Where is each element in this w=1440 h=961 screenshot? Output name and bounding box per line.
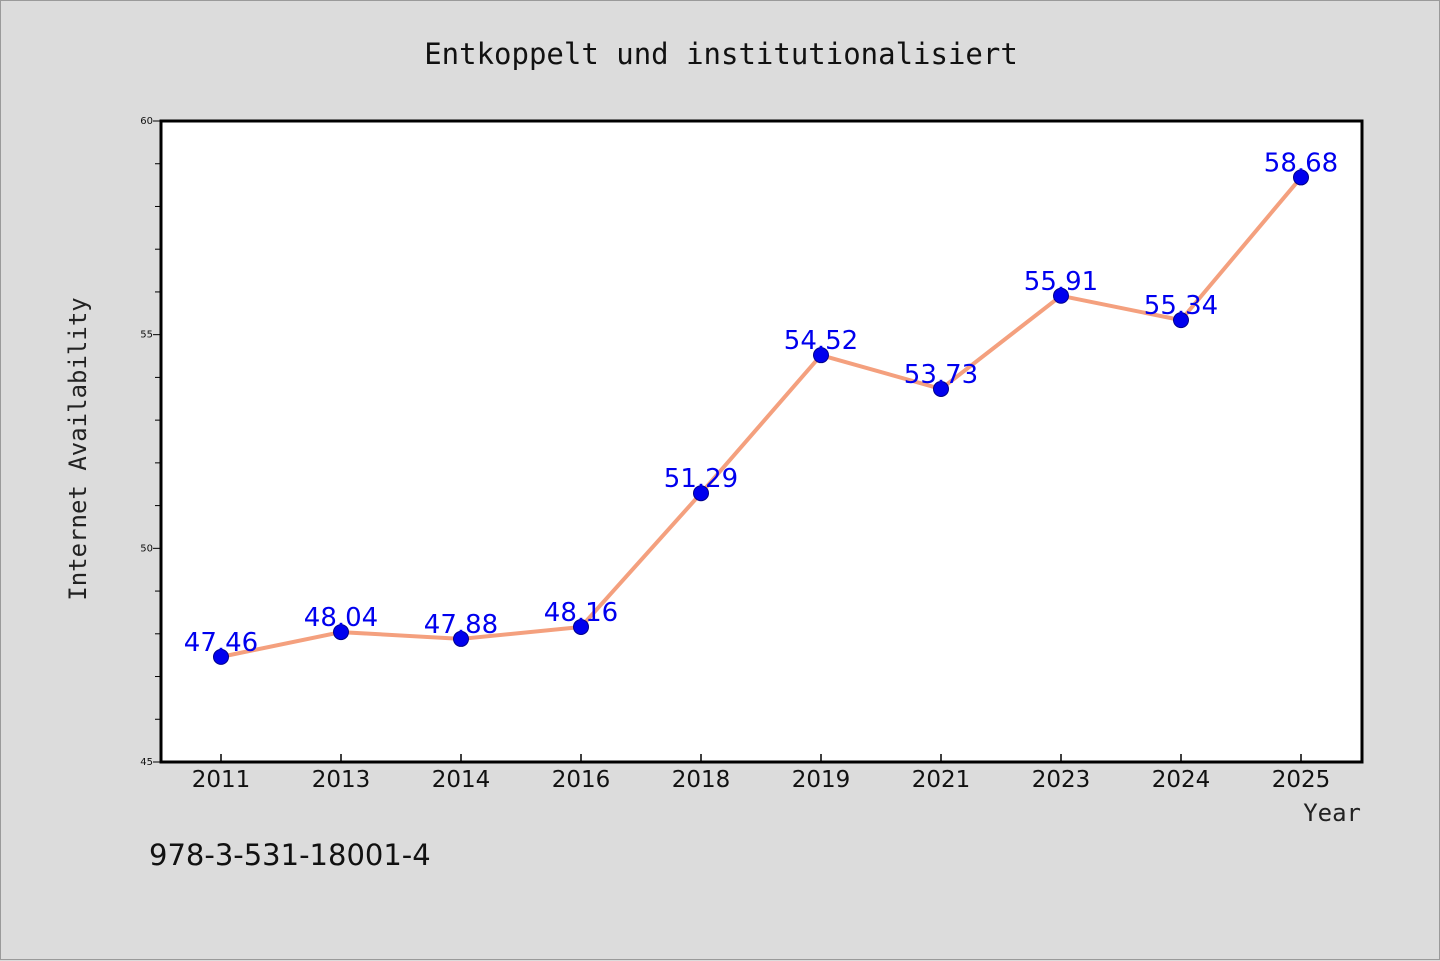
data-point xyxy=(213,648,229,665)
x-axis-label: Year xyxy=(1303,799,1361,827)
x-tick-label: 2011 xyxy=(192,767,251,793)
data-point xyxy=(1293,169,1309,186)
x-tick-label: 2016 xyxy=(552,767,611,793)
y-tick-label: 45 xyxy=(140,757,153,768)
data-labels-group: 47.46 48.04 47.88 48.16 51.29 54.52 53.73 55.91… xyxy=(184,148,1338,657)
data-label: 55.91 xyxy=(1024,267,1098,297)
data-point xyxy=(1053,287,1069,304)
data-point xyxy=(1173,312,1189,329)
chart-title: Entkoppelt und institutionalisiert xyxy=(424,37,1018,71)
x-tick-label: 2024 xyxy=(1152,767,1211,793)
data-point xyxy=(693,485,709,502)
data-label: 47.46 xyxy=(184,628,258,658)
series-group xyxy=(213,169,1309,665)
x-tick-label: 2013 xyxy=(312,767,371,793)
data-label: 54.52 xyxy=(784,326,858,356)
data-label: 48.16 xyxy=(544,598,618,628)
x-tick-label: 2018 xyxy=(672,767,731,793)
series-line xyxy=(219,175,1303,659)
data-point xyxy=(573,618,589,635)
y-tick-label: 55 xyxy=(140,330,153,341)
y-axis: 45 50 55 60 xyxy=(140,116,161,768)
x-axis: 2011 2013 2014 2016 2018 2019 2021 2023 2024 2025 xyxy=(192,754,1331,793)
y-tick-label: 60 xyxy=(140,116,153,127)
x-tick-label: 2021 xyxy=(912,767,971,793)
data-point xyxy=(453,630,469,647)
data-label: 53.73 xyxy=(904,360,978,390)
data-label: 47.88 xyxy=(424,610,498,640)
data-point xyxy=(933,380,949,397)
x-tick-label: 2019 xyxy=(792,767,851,793)
data-label: 51.29 xyxy=(664,464,738,494)
data-label: 55.34 xyxy=(1144,291,1218,321)
x-tick-label: 2023 xyxy=(1032,767,1091,793)
y-axis-label: Internet Availability xyxy=(64,297,92,600)
data-label: 58.68 xyxy=(1264,148,1338,178)
plot-area xyxy=(159,119,1364,764)
data-label: 48.04 xyxy=(304,603,378,633)
x-tick-label: 2014 xyxy=(432,767,491,793)
isbn-footnote: 978-3-531-18001-4 xyxy=(149,838,431,872)
data-point xyxy=(813,347,829,364)
y-tick-label: 50 xyxy=(140,543,153,554)
data-point xyxy=(333,624,349,641)
x-tick-label: 2025 xyxy=(1272,767,1331,793)
